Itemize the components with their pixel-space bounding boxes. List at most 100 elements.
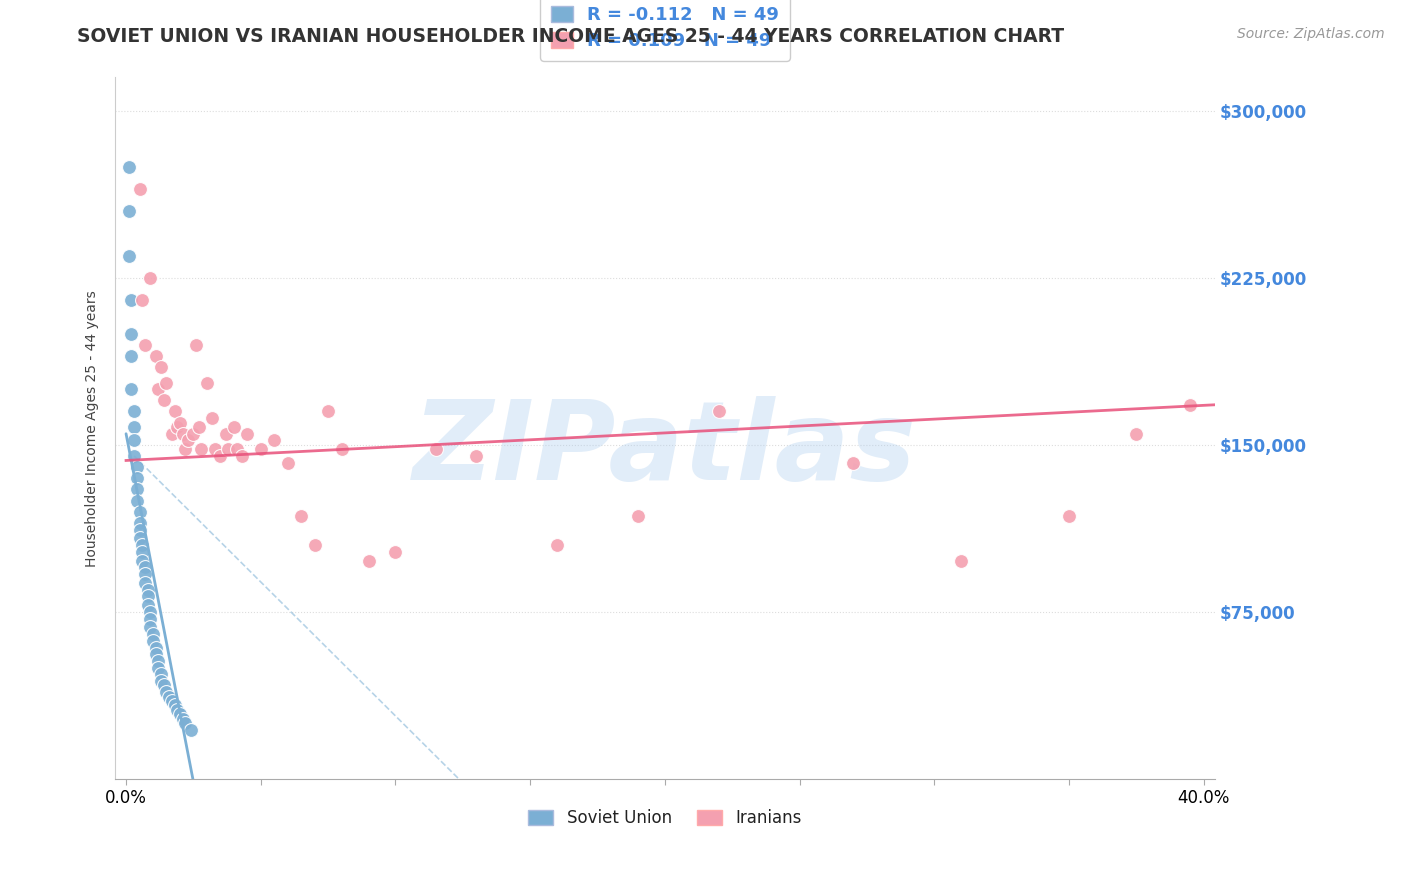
Point — [125, 460, 148, 475]
Point — [152, 393, 174, 408]
Point — [128, 505, 150, 519]
Point — [118, 204, 141, 219]
Point — [150, 359, 173, 374]
Point — [134, 560, 156, 574]
Point — [231, 449, 253, 463]
Point — [174, 716, 197, 731]
Point — [120, 382, 142, 396]
Point — [142, 627, 165, 641]
Point — [160, 426, 183, 441]
Point — [128, 532, 150, 546]
Point — [172, 426, 194, 441]
Point — [150, 667, 173, 681]
Point — [195, 376, 218, 390]
Point — [125, 483, 148, 497]
Point — [163, 698, 186, 713]
Point — [627, 509, 650, 524]
Point — [172, 712, 194, 726]
Point — [187, 420, 209, 434]
Point — [122, 449, 145, 463]
Point — [148, 654, 170, 668]
Point — [134, 576, 156, 591]
Point — [118, 160, 141, 174]
Point — [122, 434, 145, 448]
Point — [128, 523, 150, 537]
Point — [128, 182, 150, 196]
Point — [465, 449, 488, 463]
Point — [707, 404, 730, 418]
Point — [1125, 426, 1147, 441]
Point — [122, 420, 145, 434]
Text: ZIPatlas: ZIPatlas — [413, 396, 917, 503]
Point — [1180, 398, 1202, 412]
Point — [177, 434, 200, 448]
Point — [222, 420, 245, 434]
Point — [136, 582, 159, 597]
Point — [131, 554, 153, 568]
Point — [304, 538, 326, 552]
Point — [142, 633, 165, 648]
Point — [236, 426, 259, 441]
Y-axis label: Householder Income Ages 25 - 44 years: Householder Income Ages 25 - 44 years — [86, 290, 100, 566]
Point — [157, 690, 180, 704]
Point — [150, 673, 173, 688]
Point — [148, 382, 170, 396]
Point — [217, 442, 239, 457]
Point — [134, 567, 156, 582]
Point — [120, 326, 142, 341]
Text: Source: ZipAtlas.com: Source: ZipAtlas.com — [1237, 27, 1385, 41]
Point — [166, 420, 188, 434]
Point — [139, 605, 162, 619]
Point — [425, 442, 447, 457]
Point — [950, 554, 973, 568]
Point — [263, 434, 285, 448]
Point — [169, 416, 191, 430]
Point — [215, 426, 238, 441]
Point — [134, 337, 156, 351]
Point — [125, 471, 148, 485]
Point — [183, 426, 205, 441]
Point — [125, 493, 148, 508]
Point — [131, 293, 153, 307]
Legend: Soviet Union, Iranians: Soviet Union, Iranians — [522, 803, 808, 834]
Point — [148, 660, 170, 674]
Point — [136, 598, 159, 612]
Point — [277, 456, 299, 470]
Text: SOVIET UNION VS IRANIAN HOUSEHOLDER INCOME AGES 25 - 44 YEARS CORRELATION CHART: SOVIET UNION VS IRANIAN HOUSEHOLDER INCO… — [77, 27, 1064, 45]
Point — [209, 449, 232, 463]
Point — [136, 590, 159, 604]
Point — [160, 694, 183, 708]
Point — [139, 620, 162, 634]
Point — [131, 538, 153, 552]
Point — [139, 611, 162, 625]
Point — [145, 640, 167, 655]
Point — [204, 442, 226, 457]
Point — [163, 404, 186, 418]
Point — [169, 707, 191, 722]
Point — [128, 516, 150, 530]
Point — [155, 376, 177, 390]
Point — [330, 442, 353, 457]
Point — [180, 723, 202, 737]
Point — [120, 349, 142, 363]
Point — [190, 442, 212, 457]
Point — [1057, 509, 1080, 524]
Point — [145, 647, 167, 661]
Point — [120, 293, 142, 307]
Point — [184, 337, 207, 351]
Point — [118, 249, 141, 263]
Point — [546, 538, 568, 552]
Point — [122, 404, 145, 418]
Point — [384, 545, 406, 559]
Point — [842, 456, 865, 470]
Point — [145, 349, 167, 363]
Point — [139, 271, 162, 285]
Point — [152, 678, 174, 692]
Point — [290, 509, 312, 524]
Point — [316, 404, 339, 418]
Point — [155, 685, 177, 699]
Point — [225, 442, 247, 457]
Point — [131, 545, 153, 559]
Point — [166, 703, 188, 717]
Point — [357, 554, 380, 568]
